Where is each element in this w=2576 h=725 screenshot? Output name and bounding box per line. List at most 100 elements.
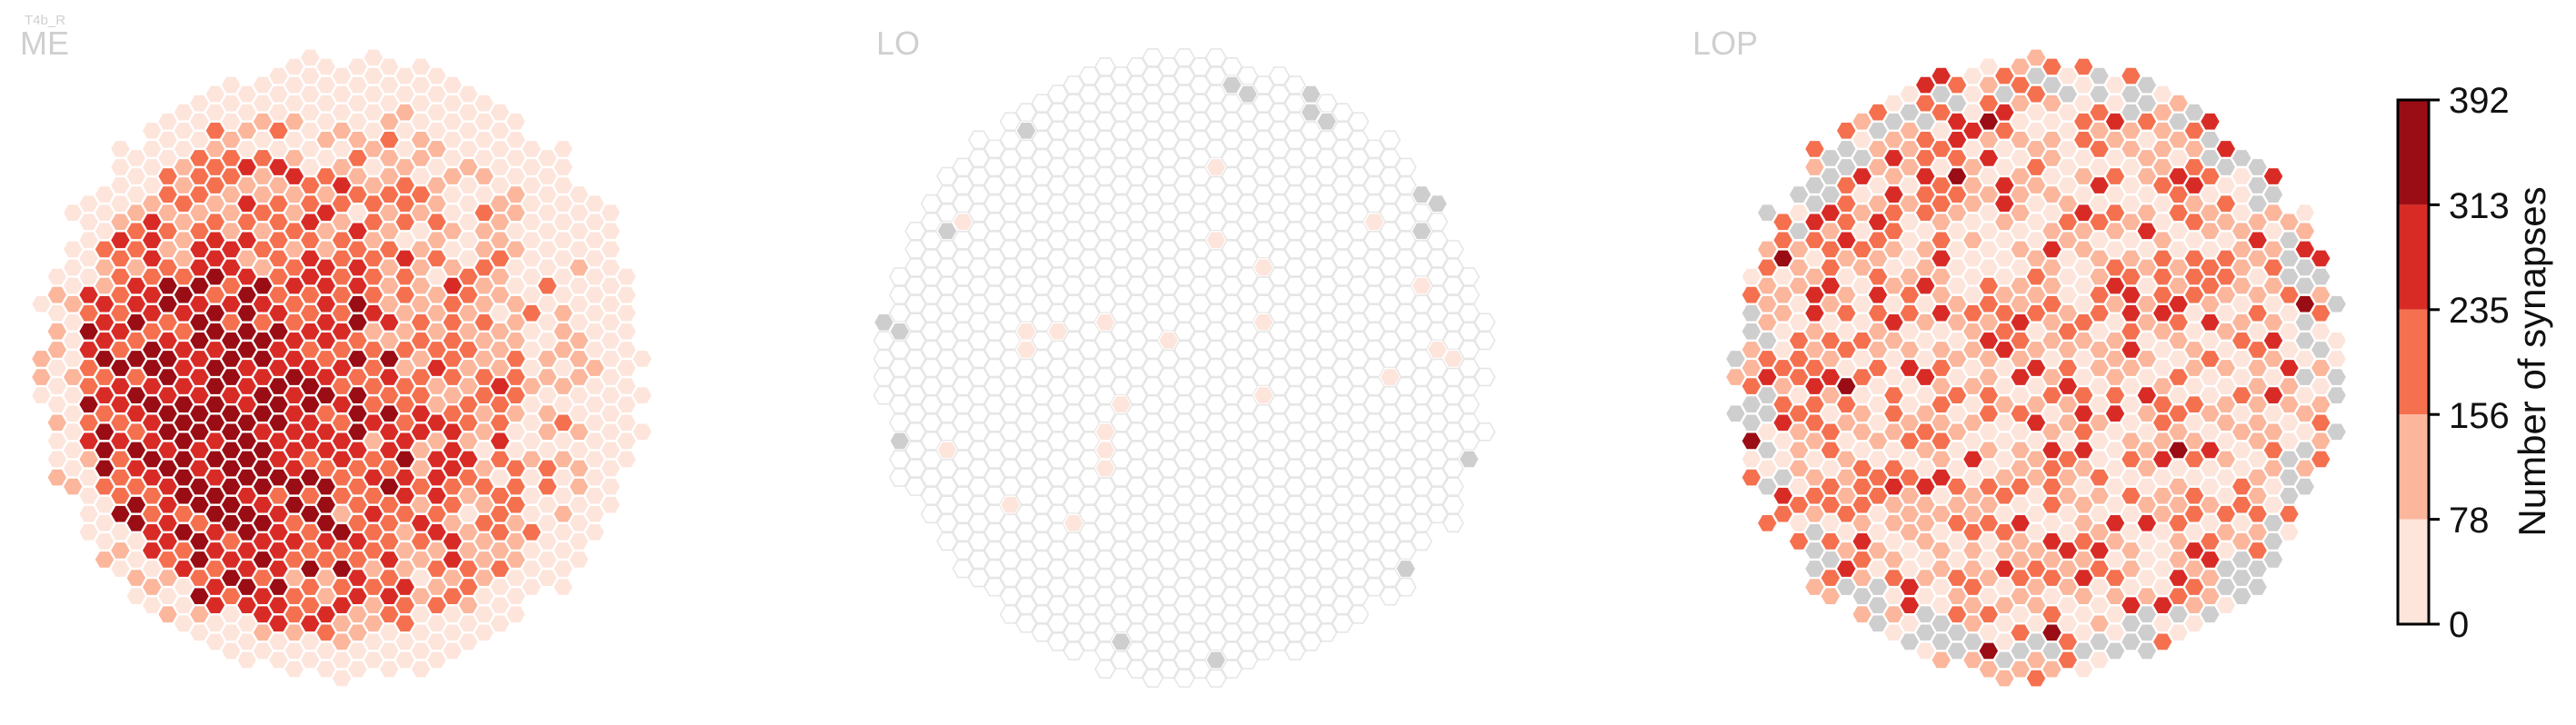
hex-column xyxy=(2041,258,2063,277)
hex-column xyxy=(331,194,353,214)
hex-column xyxy=(2088,340,2111,360)
hex-column xyxy=(2009,148,2032,168)
hex-column xyxy=(2025,651,2047,670)
hex-column xyxy=(599,404,622,423)
hex-column xyxy=(457,394,480,414)
hex-column xyxy=(1442,349,1464,369)
hex-column xyxy=(141,413,164,432)
hex-column xyxy=(1867,231,1889,250)
hex-column xyxy=(1394,450,1417,469)
hex-column xyxy=(2246,249,2269,268)
hex-column xyxy=(2262,240,2284,259)
hex-column xyxy=(504,568,527,588)
hex-column xyxy=(999,276,1022,295)
hex-column xyxy=(45,376,68,396)
hex-column xyxy=(1411,441,1433,460)
hex-column xyxy=(1110,613,1133,633)
hex-column xyxy=(1394,541,1417,561)
hex-column xyxy=(299,432,322,451)
hex-column xyxy=(394,66,416,85)
hex-column xyxy=(1189,203,1212,223)
hex-column xyxy=(283,385,305,405)
hex-column xyxy=(315,240,337,259)
hex-column xyxy=(1125,495,1148,515)
hex-column xyxy=(1363,504,1385,524)
hex-column xyxy=(109,559,132,579)
hex-column xyxy=(999,604,1022,624)
hex-column xyxy=(30,367,53,387)
hex-column xyxy=(2293,222,2316,241)
hex-column xyxy=(552,249,574,268)
hex-column xyxy=(173,432,195,451)
hex-column xyxy=(94,258,115,277)
hex-column xyxy=(2135,641,2158,660)
hex-column xyxy=(1221,660,1243,679)
hex-column xyxy=(1962,541,1984,561)
hex-column xyxy=(1268,541,1291,561)
hex-column xyxy=(2025,103,2047,122)
hex-column xyxy=(2041,550,2063,570)
hex-column xyxy=(473,203,495,223)
hex-column xyxy=(1221,294,1243,314)
hex-column xyxy=(936,222,958,241)
hex-column xyxy=(1283,422,1306,442)
hex-column xyxy=(173,577,195,597)
hex-column xyxy=(1379,349,1402,369)
hex-column xyxy=(1867,267,1889,286)
hex-column xyxy=(1046,84,1069,104)
hex-column xyxy=(1914,240,1937,259)
hex-column xyxy=(1253,385,1274,405)
hex-column xyxy=(473,513,495,533)
hex-column xyxy=(77,340,100,360)
hex-column xyxy=(1283,221,1306,241)
hex-column xyxy=(299,413,322,432)
hex-column xyxy=(920,376,943,396)
hex-column xyxy=(394,651,416,670)
hex-column xyxy=(2278,468,2301,487)
hex-column xyxy=(2025,413,2047,432)
hex-column xyxy=(2056,322,2079,342)
hex-column xyxy=(1173,48,1195,67)
hex-column xyxy=(2056,450,2079,469)
hex-column xyxy=(1914,94,1937,113)
hex-column xyxy=(1914,568,1937,588)
hex-column xyxy=(1379,331,1402,351)
hex-column xyxy=(2025,66,2047,85)
hex-column xyxy=(235,194,258,214)
hex-column xyxy=(1253,604,1274,624)
hex-column xyxy=(252,240,274,259)
hex-column xyxy=(999,568,1022,588)
hex-column xyxy=(2009,57,2032,76)
hex-column xyxy=(1110,651,1133,670)
hex-column xyxy=(552,468,574,487)
hex-column xyxy=(1882,130,1905,150)
hex-column xyxy=(1394,212,1417,232)
hex-column xyxy=(1819,222,1842,241)
hex-column xyxy=(2167,203,2190,223)
hex-column xyxy=(1788,404,1810,423)
hex-column xyxy=(1157,604,1180,624)
hex-column xyxy=(904,331,927,351)
hex-column xyxy=(2199,240,2222,259)
hex-column xyxy=(1142,613,1164,633)
hex-column xyxy=(62,441,85,460)
hex-column xyxy=(1110,559,1133,579)
hex-column xyxy=(2120,450,2142,469)
hex-column xyxy=(109,213,132,232)
hex-column xyxy=(1268,486,1291,505)
hex-column xyxy=(1426,303,1449,323)
hex-column xyxy=(252,258,274,277)
hex-column xyxy=(2246,285,2269,304)
hex-column xyxy=(2262,184,2284,204)
hex-column xyxy=(1031,459,1053,478)
hex-column xyxy=(504,586,527,606)
hex-column xyxy=(1173,358,1195,378)
hex-column xyxy=(952,486,974,505)
hex-column xyxy=(2183,157,2205,177)
hex-column xyxy=(1142,577,1164,597)
hex-column xyxy=(1110,212,1133,232)
hex-column xyxy=(1882,222,1905,241)
hex-column xyxy=(983,340,1006,360)
hex-column xyxy=(283,641,305,660)
hex-column xyxy=(873,367,895,387)
